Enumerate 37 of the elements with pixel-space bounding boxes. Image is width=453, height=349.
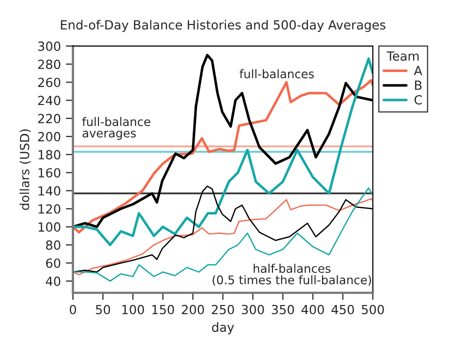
annotation: full-balances xyxy=(240,69,314,78)
y-tick-label: 200 xyxy=(38,132,60,142)
annotation: full-balance averages xyxy=(82,116,150,140)
x-tick-label: 350 xyxy=(272,304,294,314)
y-tick-label: 60 xyxy=(46,258,60,268)
annotation: half-balances (0.5 times the full-balance) xyxy=(212,264,372,286)
x-tick-label: 150 xyxy=(152,304,174,314)
x-tick-label: 200 xyxy=(182,304,204,314)
y-tick-label: 140 xyxy=(38,186,60,196)
x-tick-label: 0 xyxy=(70,304,76,314)
x-tick-label: 450 xyxy=(332,304,354,314)
y-tick-label: 40 xyxy=(46,276,60,286)
x-axis-title: day xyxy=(212,322,234,334)
y-tick-label: 180 xyxy=(38,150,60,160)
x-tick-label: 50 xyxy=(96,304,110,314)
y-tick-label: 280 xyxy=(38,60,60,70)
x-tick-label: 250 xyxy=(212,304,234,314)
y-tick-label: 160 xyxy=(38,168,60,178)
line-series xyxy=(72,79,373,234)
line-series xyxy=(72,198,373,276)
y-tick-label: 100 xyxy=(38,222,60,232)
legend-label: B xyxy=(415,80,422,90)
chart-title: End-of-Day Balance Histories and 500-day Averages xyxy=(60,20,386,32)
y-tick-label: 220 xyxy=(38,114,60,124)
y-axis-title: dollars (USD) xyxy=(20,129,31,210)
y-tick-label: 300 xyxy=(38,42,60,51)
legend-label: A xyxy=(414,66,422,76)
y-tick-label: 80 xyxy=(46,240,60,250)
y-tick-label: 260 xyxy=(38,78,60,88)
legend-label: C xyxy=(414,95,422,105)
x-tick-label: 500 xyxy=(362,304,384,314)
y-tick-label: 240 xyxy=(38,96,60,106)
x-tick-label: 100 xyxy=(122,304,144,314)
x-tick-label: 400 xyxy=(302,304,324,314)
x-tick-label: 300 xyxy=(242,304,264,314)
legend-title: Team xyxy=(386,51,419,61)
y-tick-label: 120 xyxy=(38,204,60,214)
